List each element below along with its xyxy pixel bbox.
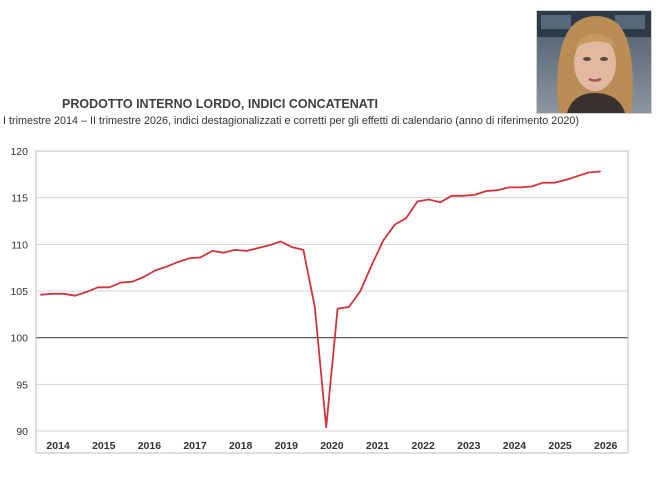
data-point	[485, 190, 487, 193]
data-point	[325, 426, 328, 429]
data-point	[51, 292, 54, 295]
data-point	[188, 257, 191, 260]
data-point	[279, 240, 282, 243]
data-point	[291, 246, 293, 249]
person-photo	[536, 10, 652, 114]
data-point	[142, 276, 145, 278]
data-point	[165, 265, 168, 268]
data-point	[62, 292, 65, 295]
data-point	[85, 291, 88, 293]
data-point	[108, 286, 111, 289]
person-photo-image	[537, 11, 651, 113]
data-point	[507, 186, 510, 189]
data-point	[74, 294, 77, 297]
chart-title: PRODOTTO INTERNO LORDO, INDICI CONCATENA…	[62, 97, 378, 111]
data-point	[416, 200, 419, 203]
gdp-line-chart: 90 95 100 105 110 115 120 2014 2015 2016 2017 2018…	[10, 146, 629, 454]
y-tick-label: 110	[11, 239, 28, 251]
data-point	[176, 261, 179, 263]
data-point	[496, 189, 499, 192]
x-axis-ticks: 2014 2015 2016 2017 2018 2019 2020 2021 2022 2023…	[46, 440, 617, 452]
y-tick-label: 90	[16, 426, 28, 438]
data-point	[40, 293, 42, 296]
data-point	[393, 223, 396, 226]
x-tick-label: 2017	[183, 440, 207, 452]
data-point	[222, 251, 225, 254]
data-point	[336, 307, 339, 310]
x-tick-label: 2018	[229, 440, 253, 452]
x-tick-label: 2021	[366, 440, 390, 452]
data-point	[553, 181, 556, 184]
data-point	[154, 269, 156, 272]
data-point	[473, 193, 476, 196]
data-point	[199, 256, 202, 259]
data-point	[268, 244, 271, 247]
data-point	[359, 290, 362, 292]
data-point	[245, 249, 248, 252]
x-tick-label: 2022	[411, 440, 435, 452]
data-point	[439, 201, 442, 204]
x-tick-label: 2025	[548, 440, 572, 452]
x-tick-label: 2024	[503, 440, 527, 452]
x-tick-label: 2014	[46, 440, 70, 452]
x-tick-label: 2026	[594, 440, 618, 452]
data-point	[97, 286, 99, 289]
data-point	[519, 186, 522, 189]
x-tick-label: 2023	[457, 440, 481, 452]
data-point	[382, 239, 385, 242]
data-point	[564, 179, 567, 181]
data-point	[256, 247, 259, 249]
data-point	[542, 181, 544, 184]
data-point	[348, 305, 350, 308]
data-point	[131, 280, 134, 283]
y-axis-ticks: 90 95 100 105 110 115 120	[10, 146, 28, 438]
x-tick-label: 2020	[320, 440, 344, 452]
series-layer	[40, 170, 601, 429]
data-point	[302, 249, 305, 251]
data-point	[405, 217, 407, 220]
data-point	[587, 171, 590, 174]
x-tick-label: 2016	[138, 440, 162, 452]
data-point	[450, 194, 453, 197]
data-point	[119, 281, 122, 284]
data-point	[370, 263, 373, 266]
data-point	[599, 170, 601, 173]
gdp-series-line	[40, 170, 601, 429]
data-point	[234, 249, 236, 251]
x-tick-label: 2019	[275, 440, 299, 452]
data-point	[576, 175, 579, 178]
y-tick-label: 115	[11, 193, 28, 205]
plot-frame	[35, 150, 629, 454]
data-point	[211, 249, 214, 252]
y-tick-label: 100	[10, 333, 28, 345]
x-tick-label: 2015	[92, 440, 116, 452]
y-tick-label: 120	[10, 146, 28, 158]
gridlines	[36, 150, 628, 432]
chart-subtitle: I trimestre 2014 – II trimestre 2026, in…	[3, 115, 579, 127]
y-tick-label: 105	[10, 286, 28, 298]
data-point	[313, 305, 316, 308]
data-point	[530, 185, 533, 188]
data-point	[462, 194, 465, 197]
y-tick-label: 95	[16, 379, 28, 391]
data-point	[427, 198, 430, 201]
